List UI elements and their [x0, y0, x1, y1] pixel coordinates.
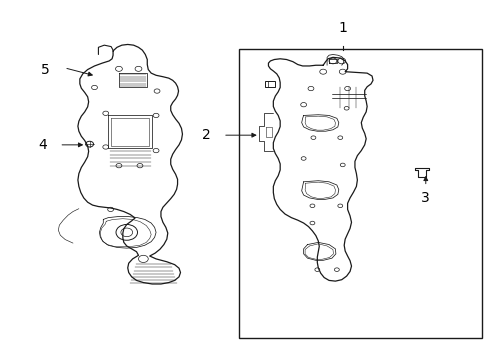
Text: 2: 2	[202, 128, 211, 142]
Bar	[239, 49, 482, 338]
Text: 3: 3	[421, 191, 430, 205]
Text: 5: 5	[41, 63, 49, 77]
Text: 4: 4	[38, 138, 47, 152]
Bar	[265, 81, 275, 87]
Text: 1: 1	[338, 21, 347, 35]
